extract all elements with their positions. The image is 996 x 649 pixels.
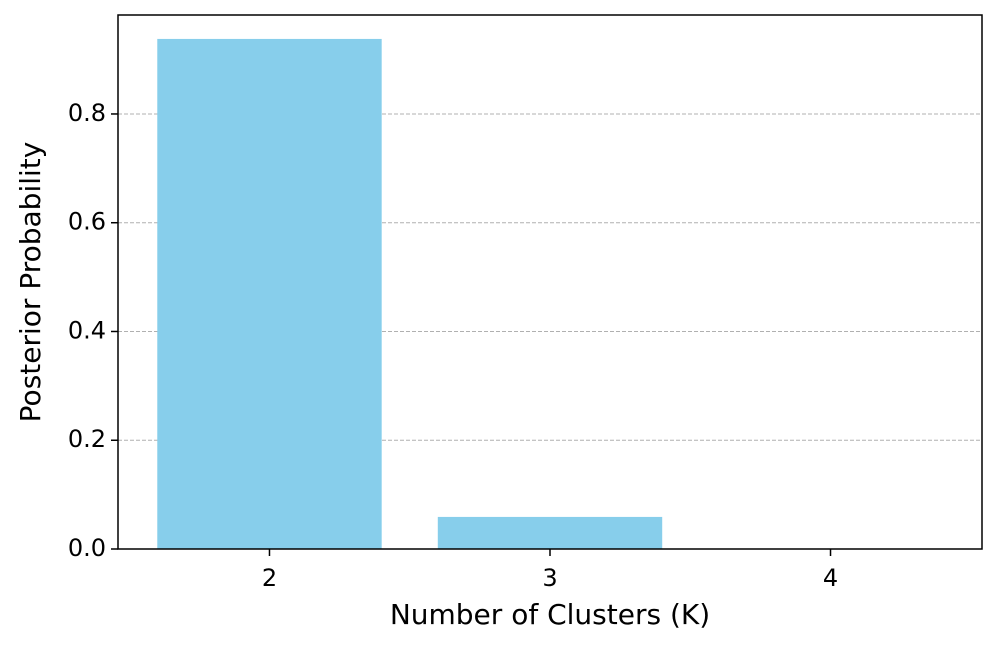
y-tick-label: 0.0 (68, 534, 106, 562)
bar (437, 516, 663, 549)
x-axis-label: Number of Clusters (K) (390, 598, 710, 631)
y-axis-label: Posterior Probability (14, 142, 47, 423)
plot-frame (117, 14, 983, 550)
x-tick-label: 2 (262, 564, 277, 592)
y-tick-label: 0.4 (68, 316, 106, 344)
y-tick-label: 0.8 (68, 99, 106, 127)
y-tick-label: 0.2 (68, 425, 106, 453)
x-tick-label: 4 (823, 564, 838, 592)
x-tick-label: 3 (542, 564, 557, 592)
bar (157, 38, 382, 549)
y-tick-label: 0.6 (68, 208, 106, 236)
